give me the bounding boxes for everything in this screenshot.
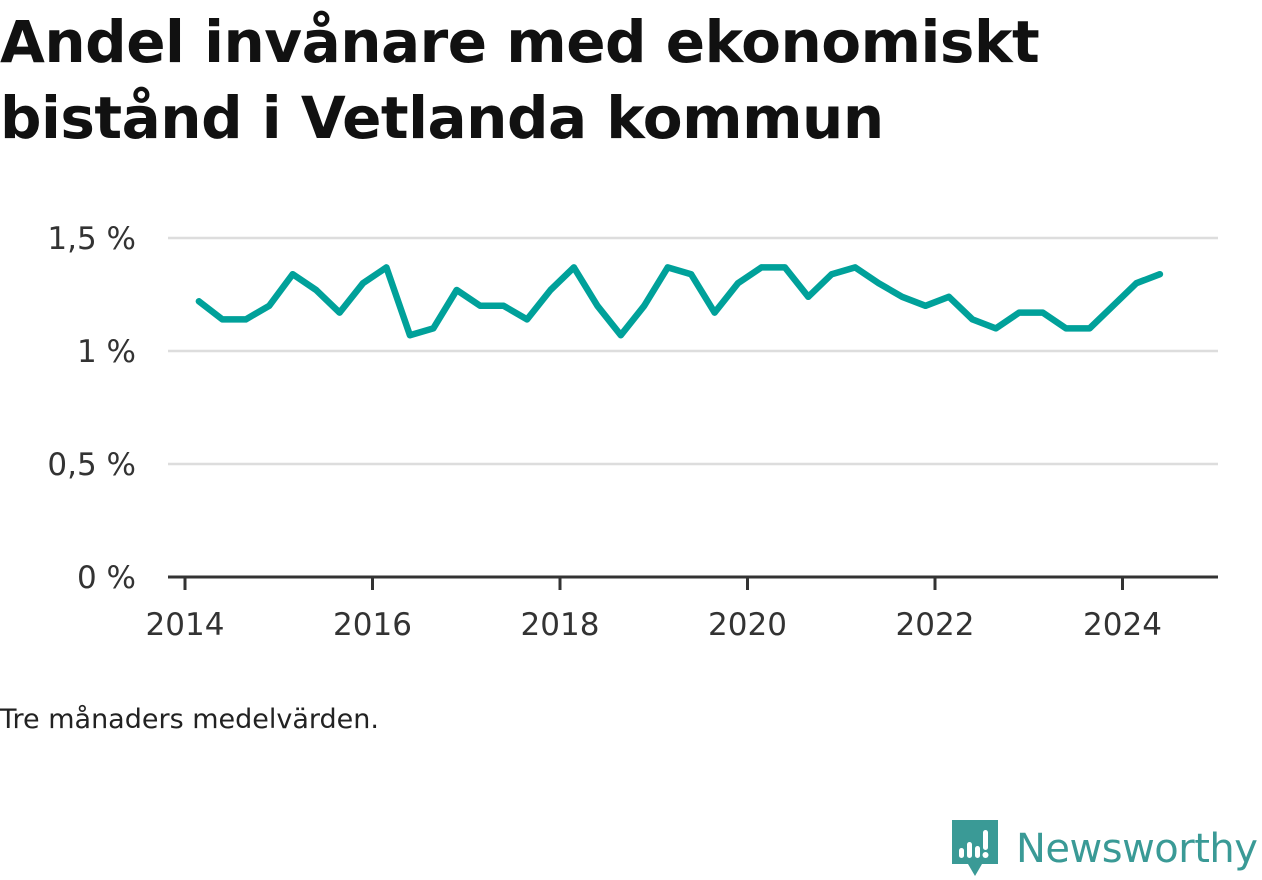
data-point	[1133, 280, 1140, 287]
data-point	[477, 302, 484, 309]
x-tick-label: 2022	[896, 607, 975, 643]
data-point	[899, 293, 906, 300]
data-point	[969, 316, 976, 323]
data-point	[617, 332, 624, 339]
x-tick-label: 2024	[1083, 607, 1162, 643]
y-tick-label: 1 %	[77, 334, 136, 370]
brand-name: Newsworthy	[1016, 826, 1258, 872]
data-point	[524, 316, 531, 323]
chart-title: Andel invånare med ekonomiskt bistånd i …	[0, 8, 1040, 152]
line-chart: 0 % 0,5 % 1 % 1,5 % 2014 2016 2018 2020 2022 202…	[47, 221, 1218, 643]
chart-note: Tre månaders medelvärden.	[0, 704, 379, 735]
data-point	[1086, 325, 1093, 332]
data-point	[430, 325, 437, 332]
data-point	[852, 264, 859, 271]
y-axis-tick-labels: 0 % 0,5 % 1 % 1,5 %	[47, 221, 136, 596]
data-point	[266, 302, 273, 309]
data-point	[758, 264, 765, 271]
data-point	[547, 287, 554, 293]
data-point	[922, 302, 929, 309]
x-tick-label: 2020	[708, 607, 787, 643]
data-point	[570, 264, 577, 271]
data-point	[992, 325, 999, 332]
data-point	[828, 271, 835, 278]
data-point	[641, 302, 648, 309]
data-point	[242, 316, 249, 323]
data-series	[195, 264, 1164, 339]
data-point	[453, 287, 460, 293]
data-point	[289, 271, 296, 278]
data-point	[195, 298, 202, 305]
series-line	[195, 264, 1164, 339]
gridlines	[168, 236, 1218, 466]
data-point	[1063, 325, 1070, 332]
data-point	[1110, 302, 1116, 309]
data-point	[1039, 309, 1046, 316]
y-tick-label: 1,5 %	[47, 221, 136, 257]
data-point	[1156, 271, 1163, 278]
data-point	[219, 316, 226, 323]
x-tick-label: 2014	[146, 607, 225, 643]
brand-logo: Newsworthy	[950, 818, 1258, 880]
data-point	[805, 293, 812, 300]
data-point	[336, 309, 343, 316]
data-point	[945, 293, 952, 300]
data-point	[594, 302, 601, 309]
data-point	[735, 280, 741, 287]
x-axis: 2014 2016 2018 2020 2022 2024	[146, 575, 1218, 643]
newsworthy-logo-icon	[952, 820, 998, 876]
data-point	[406, 332, 413, 339]
data-point	[875, 280, 882, 287]
data-point	[664, 264, 671, 271]
y-tick-label: 0,5 %	[47, 447, 136, 483]
y-tick-label: 0 %	[77, 560, 136, 596]
data-point	[383, 264, 390, 271]
x-tick-label: 2018	[521, 607, 600, 643]
data-point	[1016, 309, 1023, 316]
data-point	[711, 309, 718, 316]
x-tick-label: 2016	[333, 607, 412, 643]
data-point	[688, 271, 695, 278]
data-point	[781, 264, 788, 271]
data-point	[313, 287, 320, 293]
data-point	[500, 302, 507, 309]
data-point	[360, 280, 366, 287]
